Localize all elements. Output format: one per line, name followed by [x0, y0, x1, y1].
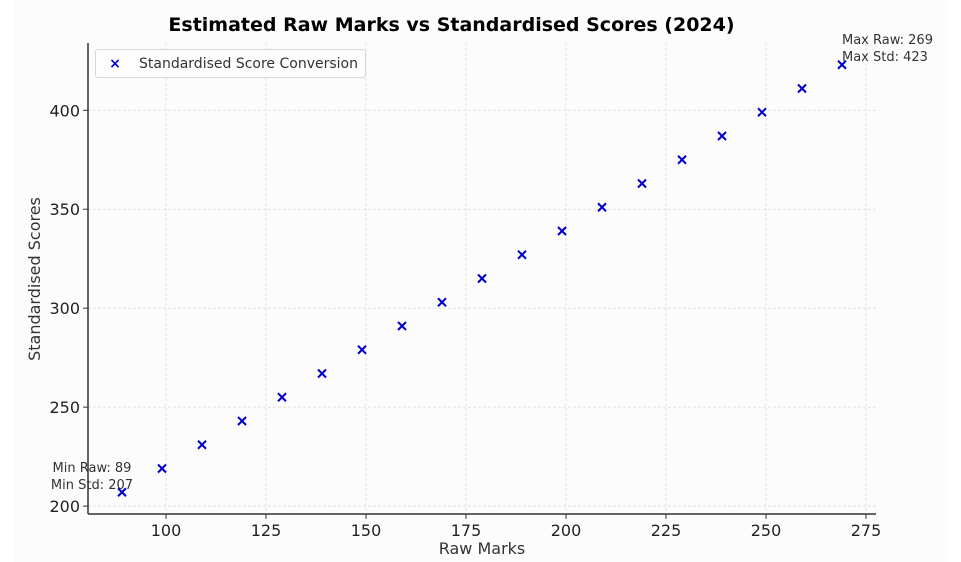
- x-tick-label: 125: [251, 521, 282, 540]
- max-annotation-line2: Max Std: 423: [842, 50, 928, 65]
- x-tick-label: 275: [851, 521, 882, 540]
- x-tick-label: 175: [451, 521, 482, 540]
- data-point-x-marker: [717, 131, 727, 141]
- x-tick-label: 100: [151, 521, 182, 540]
- legend-label: Standardised Score Conversion: [139, 55, 358, 72]
- data-point-x-marker: [597, 202, 607, 212]
- data-point-x-marker: [797, 83, 807, 94]
- x-axis-label: Raw Marks: [439, 539, 526, 558]
- data-point-x-marker: [157, 463, 167, 474]
- y-tick-label: 400: [49, 101, 80, 120]
- data-point-x-marker: [517, 250, 527, 260]
- chart-title: Estimated Raw Marks vs Standardised Scor…: [168, 14, 735, 36]
- data-point-x-marker: [237, 416, 247, 426]
- y-tick-label: 200: [49, 497, 80, 516]
- data-point-x-marker: [557, 226, 567, 236]
- axes: 100 125 150 175 200 225 250 275 200 250 300 350 400: [49, 43, 881, 540]
- data-point-x-marker: [277, 392, 287, 402]
- max-annotation-line1: Max Raw: 269: [842, 33, 933, 48]
- data-point-x-marker: [117, 487, 127, 497]
- chart-background: [14, 0, 949, 562]
- y-tick-label: 300: [49, 299, 80, 318]
- annotations: Min Raw: 89 Min Std: 207 Max Raw: 269 Max S…: [51, 33, 933, 493]
- data-point-x-marker: [437, 297, 447, 307]
- y-tick-label: 350: [49, 200, 80, 219]
- data-point-x-marker: [757, 107, 767, 117]
- x-tick-label: 200: [551, 521, 582, 540]
- scatter-points: [117, 60, 847, 497]
- x-tick-label: 250: [751, 521, 782, 540]
- x-marker-icon: ×: [109, 55, 121, 72]
- y-axis-label: Standardised Scores: [25, 197, 44, 361]
- legend: × Standardised Score Conversion: [95, 49, 366, 78]
- y-tick-label: 250: [49, 398, 80, 417]
- data-point-x-marker: [677, 155, 687, 165]
- x-tick-label: 225: [651, 521, 682, 540]
- x-tick-label: 150: [351, 521, 382, 540]
- data-point-x-marker: [477, 273, 487, 284]
- min-annotation-line1: Min Raw: 89: [53, 461, 132, 476]
- data-point-x-marker: [357, 345, 367, 355]
- data-point-x-marker: [397, 321, 407, 331]
- data-point-x-marker: [317, 368, 327, 379]
- data-point-x-marker: [637, 178, 647, 189]
- min-annotation-line2: Min Std: 207: [51, 478, 133, 493]
- gridlines: [88, 43, 876, 514]
- data-point-x-marker: [837, 60, 847, 70]
- data-point-x-marker: [197, 440, 207, 450]
